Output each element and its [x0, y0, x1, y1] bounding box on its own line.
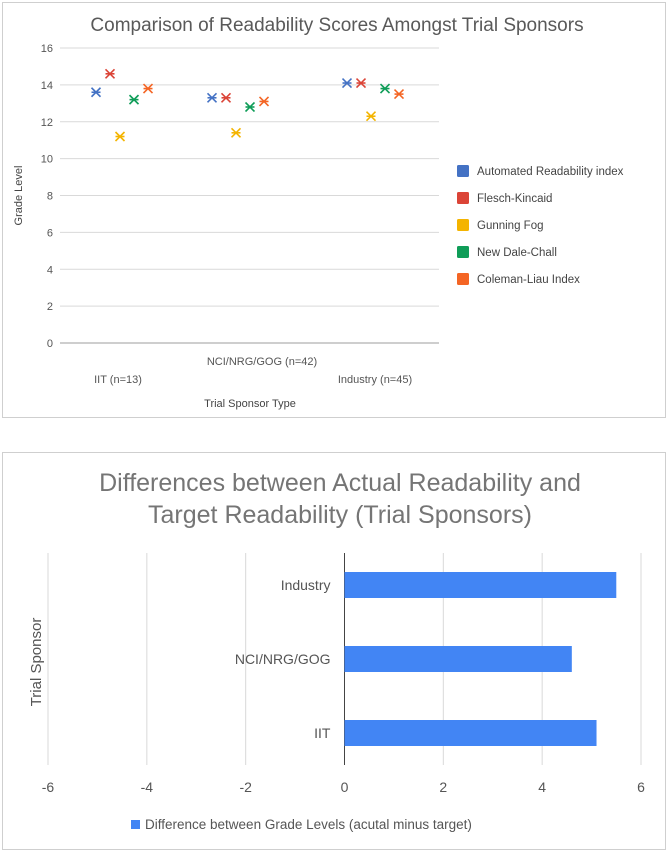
bar-chart-panel: Differences between Actual Readability a…	[2, 452, 666, 850]
legend-label: Automated Readability index	[477, 166, 624, 178]
x-tick-label: Industry (n=45)	[338, 374, 412, 386]
x-tick-label: 0	[341, 779, 349, 795]
x-tick-label: 4	[538, 779, 546, 795]
x-axis-title: Trial Sponsor Type	[204, 398, 296, 410]
data-point-automated-readability-index	[90, 87, 102, 98]
chart-title-line-2: Target Readability (Trial Sponsors)	[148, 501, 532, 529]
legend-label: Flesch-Kincaid	[477, 193, 552, 205]
y-tick-label: 12	[41, 117, 53, 129]
legend-swatch	[131, 820, 140, 829]
data-point-automated-readability-index	[341, 77, 353, 89]
legend-label: Difference between Grade Levels (acutal …	[145, 817, 472, 832]
scatter-chart: Comparison of Readability Scores Amongst…	[13, 15, 624, 410]
x-tick-label: 6	[637, 779, 645, 795]
data-point-flesch-kincaid	[220, 92, 232, 103]
y-tick-label: Industry	[281, 577, 331, 593]
x-tick-label: NCI/NRG/GOG (n=42)	[207, 356, 317, 368]
data-point-coleman-liau-index	[142, 83, 154, 94]
y-axis-title: Trial Sponsor	[28, 618, 45, 707]
data-point-gunning-fog	[230, 127, 242, 138]
x-tick-label: 2	[439, 779, 447, 795]
y-tick-label: 0	[47, 338, 53, 350]
data-point-coleman-liau-index	[393, 89, 405, 100]
data-point-new-dale-chall	[244, 101, 256, 113]
legend-label: Gunning Fog	[477, 220, 544, 232]
legend-swatch-gunning-fog	[457, 219, 469, 231]
x-tick-label: -6	[42, 779, 55, 795]
x-tick-label: -4	[141, 779, 154, 795]
data-point-new-dale-chall	[379, 83, 391, 94]
bar-nci-nrg-gog	[344, 646, 572, 672]
legend-label: Coleman-Liau Index	[477, 274, 580, 286]
y-tick-label: 4	[47, 264, 53, 276]
y-tick-label: 14	[41, 80, 53, 92]
x-tick-label: IIT (n=13)	[94, 374, 142, 386]
legend-swatch-automated-readability-index	[457, 165, 469, 177]
legend-swatch-new-dale-chall	[457, 246, 469, 258]
y-tick-label: 16	[41, 43, 53, 55]
y-axis-title: Grade Level	[13, 166, 25, 226]
legend-label: New Dale-Chall	[477, 247, 557, 259]
data-point-flesch-kincaid	[104, 68, 116, 79]
y-tick-label: 10	[41, 154, 53, 166]
data-point-automated-readability-index	[206, 92, 218, 103]
legend-swatch-coleman-liau-index	[457, 273, 469, 285]
data-point-gunning-fog	[365, 111, 377, 122]
y-tick-label: IIT	[314, 725, 331, 741]
scatter-chart-panel: Comparison of Readability Scores Amongst…	[2, 2, 666, 418]
legend-swatch-flesch-kincaid	[457, 192, 469, 204]
bar-iit	[344, 720, 597, 746]
chart-title-line-1: Differences between Actual Readability a…	[99, 469, 581, 497]
bar-industry	[344, 572, 617, 598]
bar-chart: Differences between Actual Readability a…	[28, 469, 645, 832]
y-tick-label: 6	[47, 227, 53, 239]
chart-title: Comparison of Readability Scores Amongst…	[90, 15, 583, 36]
y-tick-label: 8	[47, 191, 53, 203]
data-point-flesch-kincaid	[355, 77, 367, 89]
data-point-coleman-liau-index	[258, 96, 270, 107]
y-tick-label: 2	[47, 301, 53, 313]
data-point-new-dale-chall	[128, 94, 140, 105]
y-tick-label: NCI/NRG/GOG	[235, 651, 331, 667]
x-tick-label: -2	[239, 779, 252, 795]
data-point-gunning-fog	[114, 131, 126, 142]
